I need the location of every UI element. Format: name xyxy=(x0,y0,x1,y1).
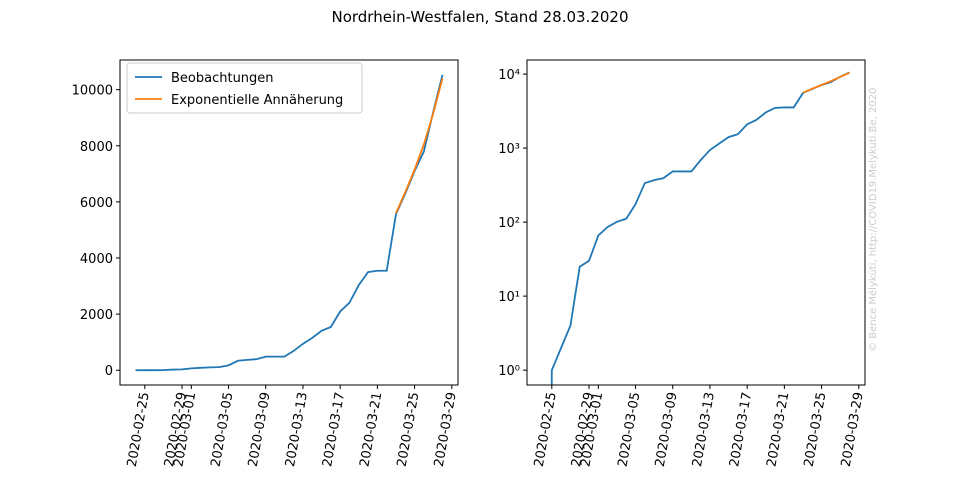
legend-label: Beobachtungen xyxy=(171,71,274,86)
figure-title: Nordrhein-Westfalen, Stand 28.03.2020 xyxy=(331,8,628,26)
x-tick-label: 2020-02-25 xyxy=(532,391,560,468)
x-tick-label: 2020-03-21 xyxy=(357,391,385,468)
x-tick-label: 2020-03-25 xyxy=(395,391,423,468)
x-tick-label: 2020-03-17 xyxy=(727,391,755,468)
watermark: © Bence Mélykúti, http://COVID19.Melykut… xyxy=(867,88,879,352)
data-line xyxy=(550,71,850,385)
legend-box xyxy=(126,62,363,114)
x-tick-label: 2020-03-05 xyxy=(616,391,644,468)
axes-frame xyxy=(526,59,866,386)
y-tick-label: 4000 xyxy=(80,252,113,267)
x-tick-label: 2020-03-09 xyxy=(246,391,274,468)
x-tick-label: 2020-03-21 xyxy=(764,391,792,468)
y-tick-label: 2000 xyxy=(80,308,113,323)
x-tick-label: 2020-03-13 xyxy=(690,391,718,468)
data-line xyxy=(802,72,850,94)
y-tick-label: 0 xyxy=(105,364,113,379)
data-line xyxy=(135,74,444,372)
data-line xyxy=(395,78,444,214)
x-tick-label: 2020-03-05 xyxy=(209,391,237,468)
x-tick-label: 2020-03-29 xyxy=(839,391,867,468)
y-tick-label: 10¹ xyxy=(498,290,520,305)
x-tick-label: 2020-03-25 xyxy=(802,391,830,468)
y-tick-label: 6000 xyxy=(80,196,113,211)
y-tick-label: 10² xyxy=(498,216,520,231)
x-tick-label: 2020-03-29 xyxy=(432,391,460,468)
y-tick-label: 8000 xyxy=(80,140,113,155)
x-tick-label: 2020-03-17 xyxy=(320,391,348,468)
legend-label: Exponentielle Annäherung xyxy=(171,93,343,108)
y-tick-label: 10⁴ xyxy=(498,68,520,83)
y-tick-label: 10000 xyxy=(72,84,113,99)
axes-frame xyxy=(119,59,459,386)
x-tick-label: 2020-03-09 xyxy=(653,391,681,468)
y-tick-label: 10³ xyxy=(498,142,520,157)
x-tick-label: 2020-03-13 xyxy=(283,391,311,468)
y-tick-label: 10⁰ xyxy=(498,364,520,379)
x-tick-label: 2020-02-25 xyxy=(125,391,153,468)
